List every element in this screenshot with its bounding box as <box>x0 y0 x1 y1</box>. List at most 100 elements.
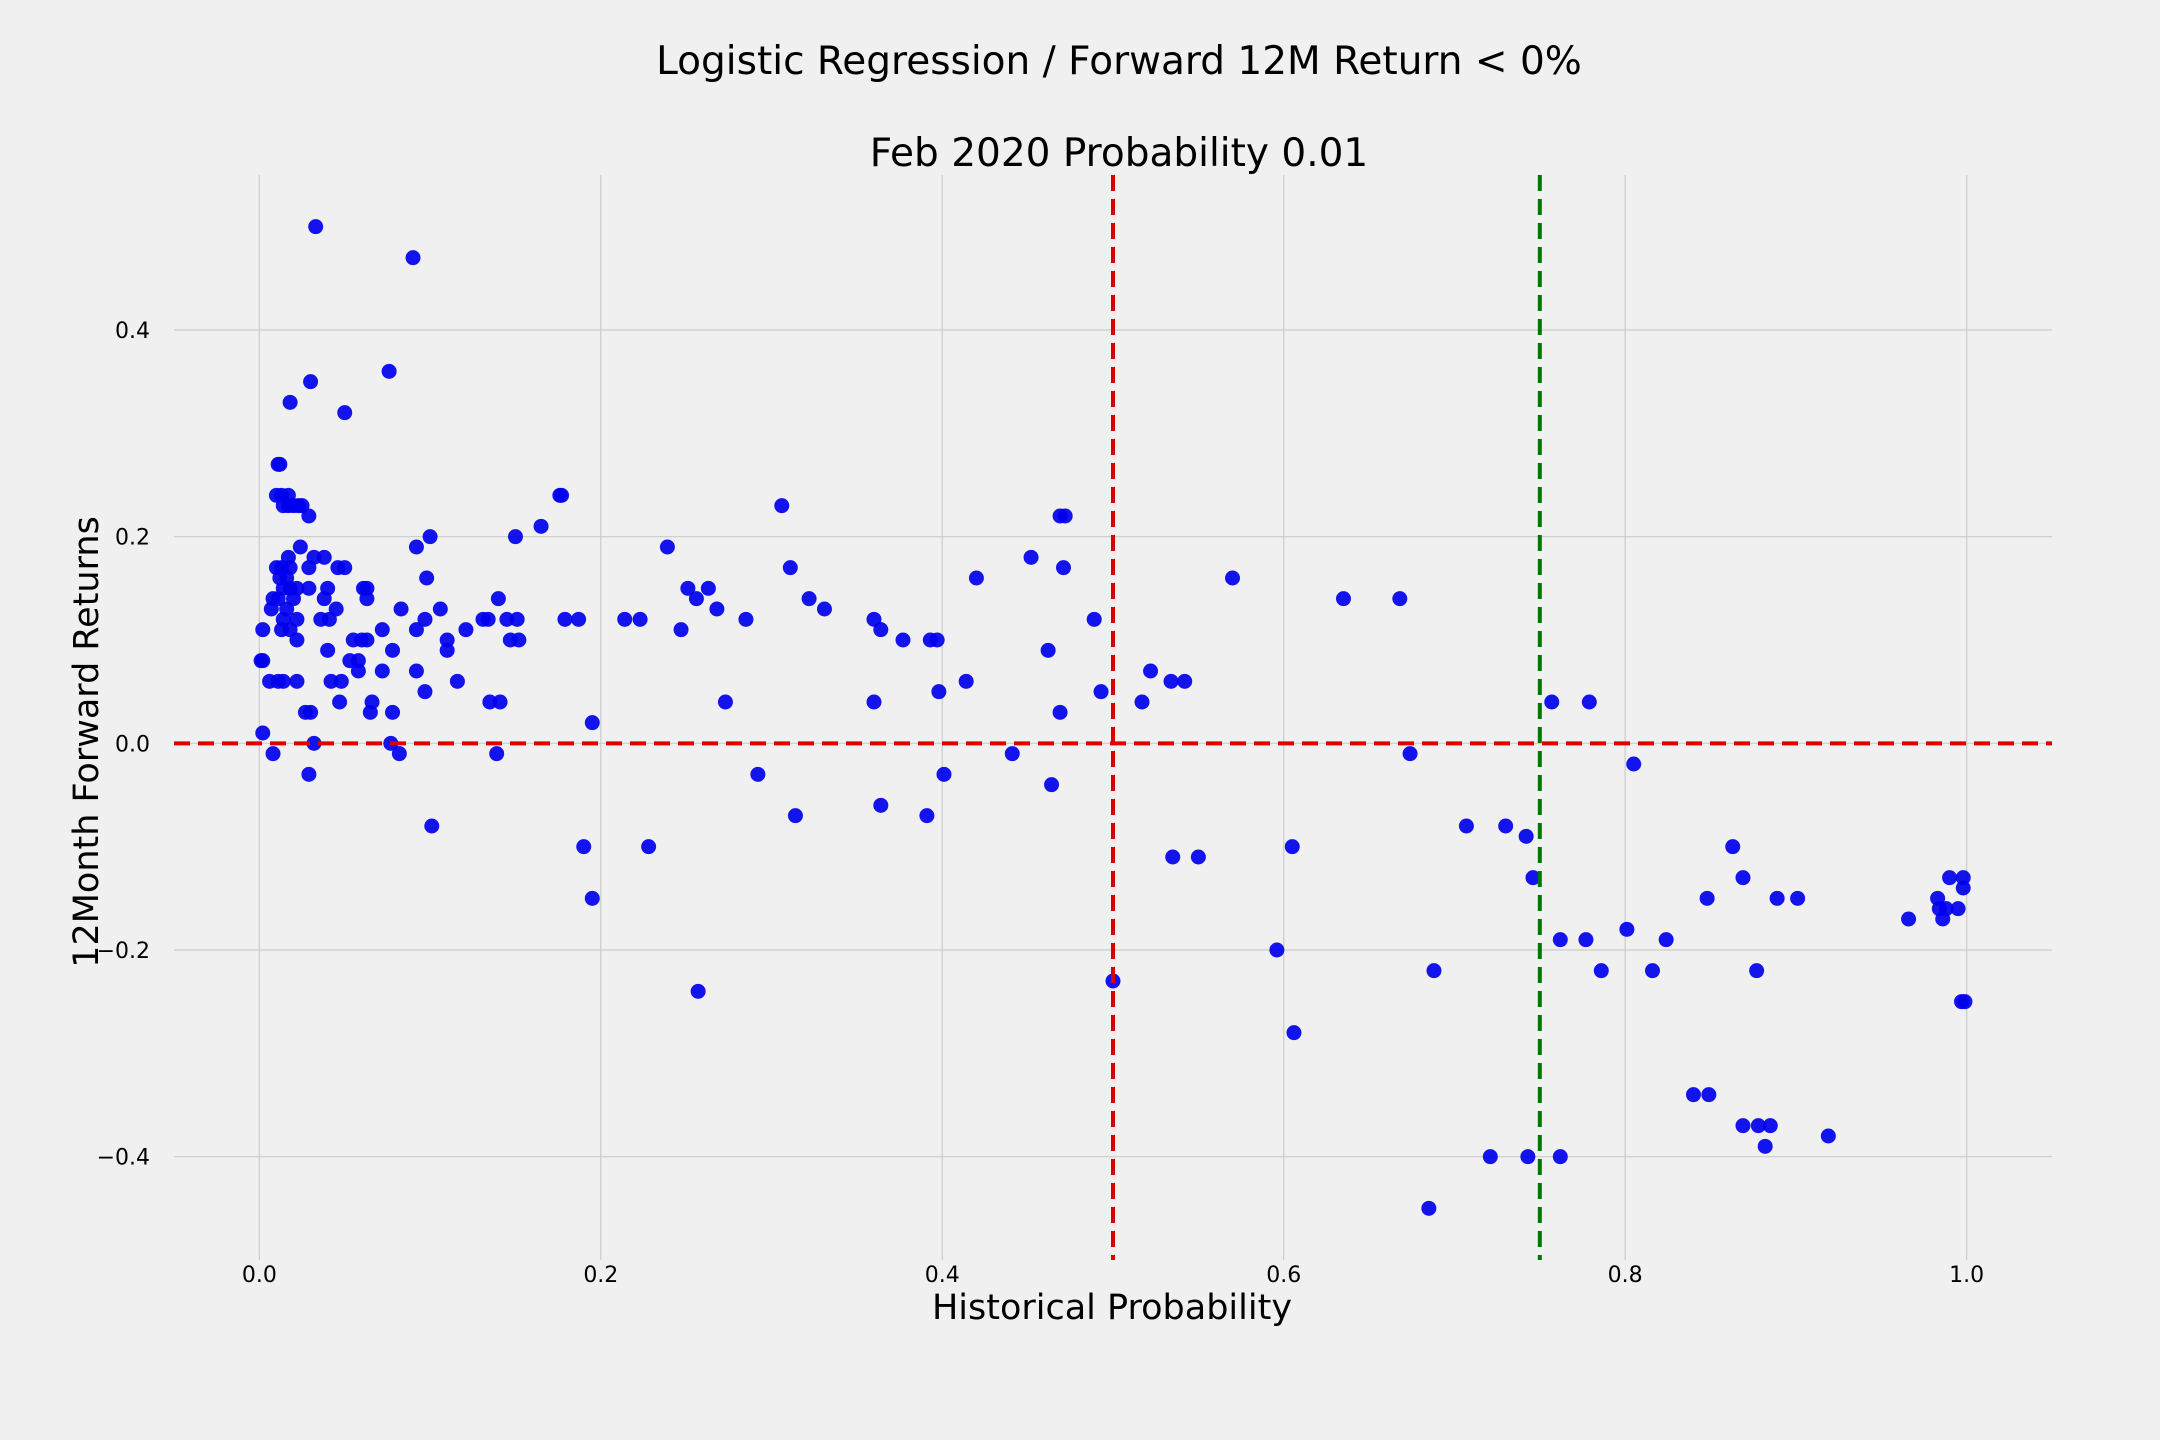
data-point <box>1165 849 1181 865</box>
data-point <box>782 560 798 576</box>
data-point <box>632 611 648 627</box>
data-point <box>301 560 317 576</box>
data-point <box>1735 870 1751 886</box>
data-point <box>359 591 375 607</box>
data-point <box>1426 963 1442 979</box>
data-point <box>1525 870 1541 886</box>
data-point <box>393 601 409 617</box>
data-point <box>1790 890 1806 906</box>
data-point <box>1619 921 1635 937</box>
data-point <box>333 673 349 689</box>
data-point <box>584 715 600 731</box>
data-point <box>1552 1149 1568 1165</box>
data-point <box>350 663 366 679</box>
data-point <box>688 591 704 607</box>
data-point <box>332 694 348 710</box>
data-point <box>1578 932 1594 948</box>
data-point <box>424 818 440 834</box>
y-tick-label: 0.0 <box>115 732 150 757</box>
data-point <box>1482 1149 1498 1165</box>
data-point <box>1402 746 1418 762</box>
x-tick-label: 0.8 <box>1608 1263 1643 1288</box>
data-point <box>275 673 291 689</box>
data-point <box>385 704 401 720</box>
x-axis-label: Historical Probability <box>932 1288 1292 1328</box>
data-point <box>255 622 271 638</box>
data-point <box>1762 1118 1778 1134</box>
data-point <box>1052 704 1068 720</box>
data-point <box>255 653 271 669</box>
data-point <box>1520 1149 1536 1165</box>
data-point <box>1593 963 1609 979</box>
data-point <box>1957 994 1973 1010</box>
data-point <box>774 498 790 514</box>
data-point <box>690 983 706 999</box>
data-point <box>419 570 435 586</box>
data-point <box>617 611 633 627</box>
data-point <box>866 694 882 710</box>
data-point <box>439 642 455 658</box>
data-point <box>936 766 952 782</box>
data-point <box>816 601 832 617</box>
data-point <box>316 591 332 607</box>
data-point <box>359 632 375 648</box>
data-point <box>1044 777 1060 793</box>
data-point <box>432 601 448 617</box>
data-point <box>458 622 474 638</box>
data-point <box>359 580 375 596</box>
data-point <box>408 622 424 638</box>
data-point <box>301 508 317 524</box>
data-point <box>385 642 401 658</box>
data-point <box>489 746 505 762</box>
data-point <box>680 580 696 596</box>
data-point <box>1749 963 1765 979</box>
y-tick-label: −0.4 <box>97 1146 150 1171</box>
data-point <box>362 704 378 720</box>
data-point <box>1725 839 1741 855</box>
data-point <box>1769 890 1785 906</box>
data-point <box>1458 818 1474 834</box>
x-tick-label: 0.6 <box>1266 1263 1301 1288</box>
data-point <box>557 611 573 627</box>
data-point <box>1269 942 1285 958</box>
data-point <box>873 797 889 813</box>
y-tick-labels: −0.4 −0.2 0.0 0.2 0.4 <box>97 319 150 1171</box>
data-point <box>1392 591 1408 607</box>
data-point <box>337 560 353 576</box>
data-point <box>439 632 455 648</box>
y-tick-label: 0.2 <box>115 526 150 551</box>
data-point <box>422 529 438 545</box>
data-point <box>576 839 592 855</box>
data-point <box>408 663 424 679</box>
data-point <box>1057 508 1073 524</box>
data-point <box>306 735 322 751</box>
data-point <box>1284 839 1300 855</box>
data-point <box>507 529 523 545</box>
data-point <box>1757 1138 1773 1154</box>
data-point <box>492 694 508 710</box>
data-point <box>321 611 337 627</box>
data-point <box>700 580 716 596</box>
data-point <box>1335 591 1351 607</box>
data-point <box>584 890 600 906</box>
data-point <box>1286 1025 1302 1041</box>
data-point <box>1190 849 1206 865</box>
data-point <box>1644 963 1660 979</box>
data-point <box>490 591 506 607</box>
data-point <box>449 673 465 689</box>
data-point <box>1942 870 1958 886</box>
data-point <box>417 684 433 700</box>
data-point <box>641 839 657 855</box>
data-point <box>1955 880 1971 896</box>
data-point <box>873 622 889 638</box>
data-point <box>1004 746 1020 762</box>
data-point <box>1023 549 1039 565</box>
data-point <box>391 746 407 762</box>
data-point <box>1086 611 1102 627</box>
data-point <box>1421 1200 1437 1216</box>
data-point <box>374 663 390 679</box>
data-point <box>554 487 570 503</box>
x-tick-label: 0.0 <box>242 1263 277 1288</box>
data-point <box>1544 694 1560 710</box>
reference-lines <box>174 175 2052 1260</box>
